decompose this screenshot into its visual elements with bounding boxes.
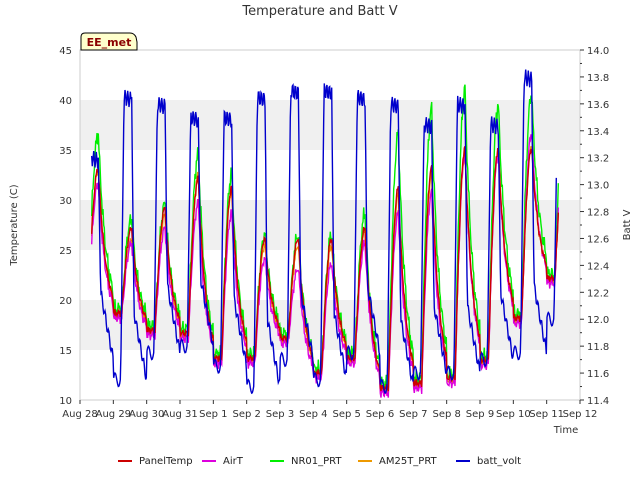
y2-tick-label: 13.8 bbox=[587, 73, 609, 84]
x-tick-label: Sep 5 bbox=[332, 409, 360, 420]
x-tick-label: Sep 4 bbox=[299, 409, 327, 420]
y2-tick-label: 12.8 bbox=[587, 208, 609, 219]
y2-tick-label: 13.0 bbox=[587, 181, 609, 192]
legend-item-AM25T_PRT: AM25T_PRT bbox=[358, 456, 438, 467]
band-0 bbox=[80, 300, 580, 350]
y2-tick-label: 11.8 bbox=[587, 342, 609, 353]
y2-tick-label: 12.4 bbox=[587, 261, 609, 272]
badge-shape bbox=[80, 32, 138, 51]
x-tick-label: Sep 2 bbox=[232, 409, 260, 420]
y2-tick-label: 13.2 bbox=[587, 154, 609, 165]
band-2 bbox=[80, 100, 580, 150]
y2-tick-label: 11.4 bbox=[587, 396, 609, 407]
x-tick-label: Sep 8 bbox=[432, 409, 460, 420]
y-tick-label: 15 bbox=[59, 346, 72, 357]
legend-item-PanelTemp: PanelTemp bbox=[118, 456, 193, 467]
legend-label: AM25T_PRT bbox=[379, 456, 438, 467]
x-tick-label: Sep 3 bbox=[266, 409, 294, 420]
x-axis-label: Time bbox=[553, 425, 578, 436]
x-tick-label: Aug 30 bbox=[129, 409, 164, 420]
legend-item-batt_volt: batt_volt bbox=[456, 456, 521, 467]
y-tick-label: 35 bbox=[59, 146, 72, 157]
legend-label: PanelTemp bbox=[139, 456, 193, 467]
x-tick-label: Sep 1 bbox=[199, 409, 227, 420]
y-tick-label: 10 bbox=[59, 396, 72, 407]
x-tick-label: Aug 31 bbox=[162, 409, 197, 420]
x-tick-label: Sep 10 bbox=[496, 409, 531, 420]
y2-tick-label: 12.2 bbox=[587, 288, 609, 299]
legend-item-NR01_PRT: NR01_PRT bbox=[270, 456, 342, 467]
y-axis-left: 10 15 20 25 30 35 40 45 bbox=[59, 46, 72, 407]
y-tick-label: 30 bbox=[59, 196, 72, 207]
legend: PanelTemp AirT NR01_PRT AM25T_PRT batt_volt bbox=[118, 456, 521, 467]
series-line-batt_volt bbox=[91, 69, 557, 395]
series-layer bbox=[91, 69, 559, 398]
y-axis-right: 11.4 11.6 11.8 12.0 12.2 12.4 12.6 12.8 13.0 13.2… bbox=[580, 46, 609, 407]
legend-label: AirT bbox=[223, 456, 244, 467]
x-tick-label: Sep 9 bbox=[466, 409, 494, 420]
y2-tick-label: 14.0 bbox=[587, 46, 609, 57]
x-tick-label: Aug 29 bbox=[96, 409, 131, 420]
x-tick-label: Sep 12 bbox=[563, 409, 598, 420]
station-badge: EE_met bbox=[80, 32, 138, 51]
legend-label: batt_volt bbox=[477, 456, 521, 467]
y-axis-label: Temperature (C) bbox=[9, 184, 20, 266]
y2-tick-label: 12.0 bbox=[587, 315, 609, 326]
legend-label: NR01_PRT bbox=[291, 456, 342, 467]
x-tick-label: Aug 28 bbox=[62, 409, 97, 420]
x-tick-label: Sep 11 bbox=[529, 409, 564, 420]
y-tick-label: 25 bbox=[59, 246, 72, 257]
x-tick-label: Sep 7 bbox=[399, 409, 427, 420]
legend-item-AirT: AirT bbox=[202, 456, 244, 467]
y-tick-label: 45 bbox=[59, 46, 72, 57]
y-tick-label: 40 bbox=[59, 96, 72, 107]
badge-label: EE_met bbox=[87, 36, 132, 49]
y2-axis-label: Batt V bbox=[622, 209, 633, 240]
chart-title: Temperature and Batt V bbox=[241, 4, 397, 19]
y2-tick-label: 11.6 bbox=[587, 369, 609, 380]
y2-tick-label: 12.6 bbox=[587, 234, 609, 245]
y2-tick-label: 13.4 bbox=[587, 127, 609, 138]
y-tick-label: 20 bbox=[59, 296, 72, 307]
y2-tick-label: 13.6 bbox=[587, 100, 609, 111]
x-tick-label: Sep 6 bbox=[366, 409, 394, 420]
